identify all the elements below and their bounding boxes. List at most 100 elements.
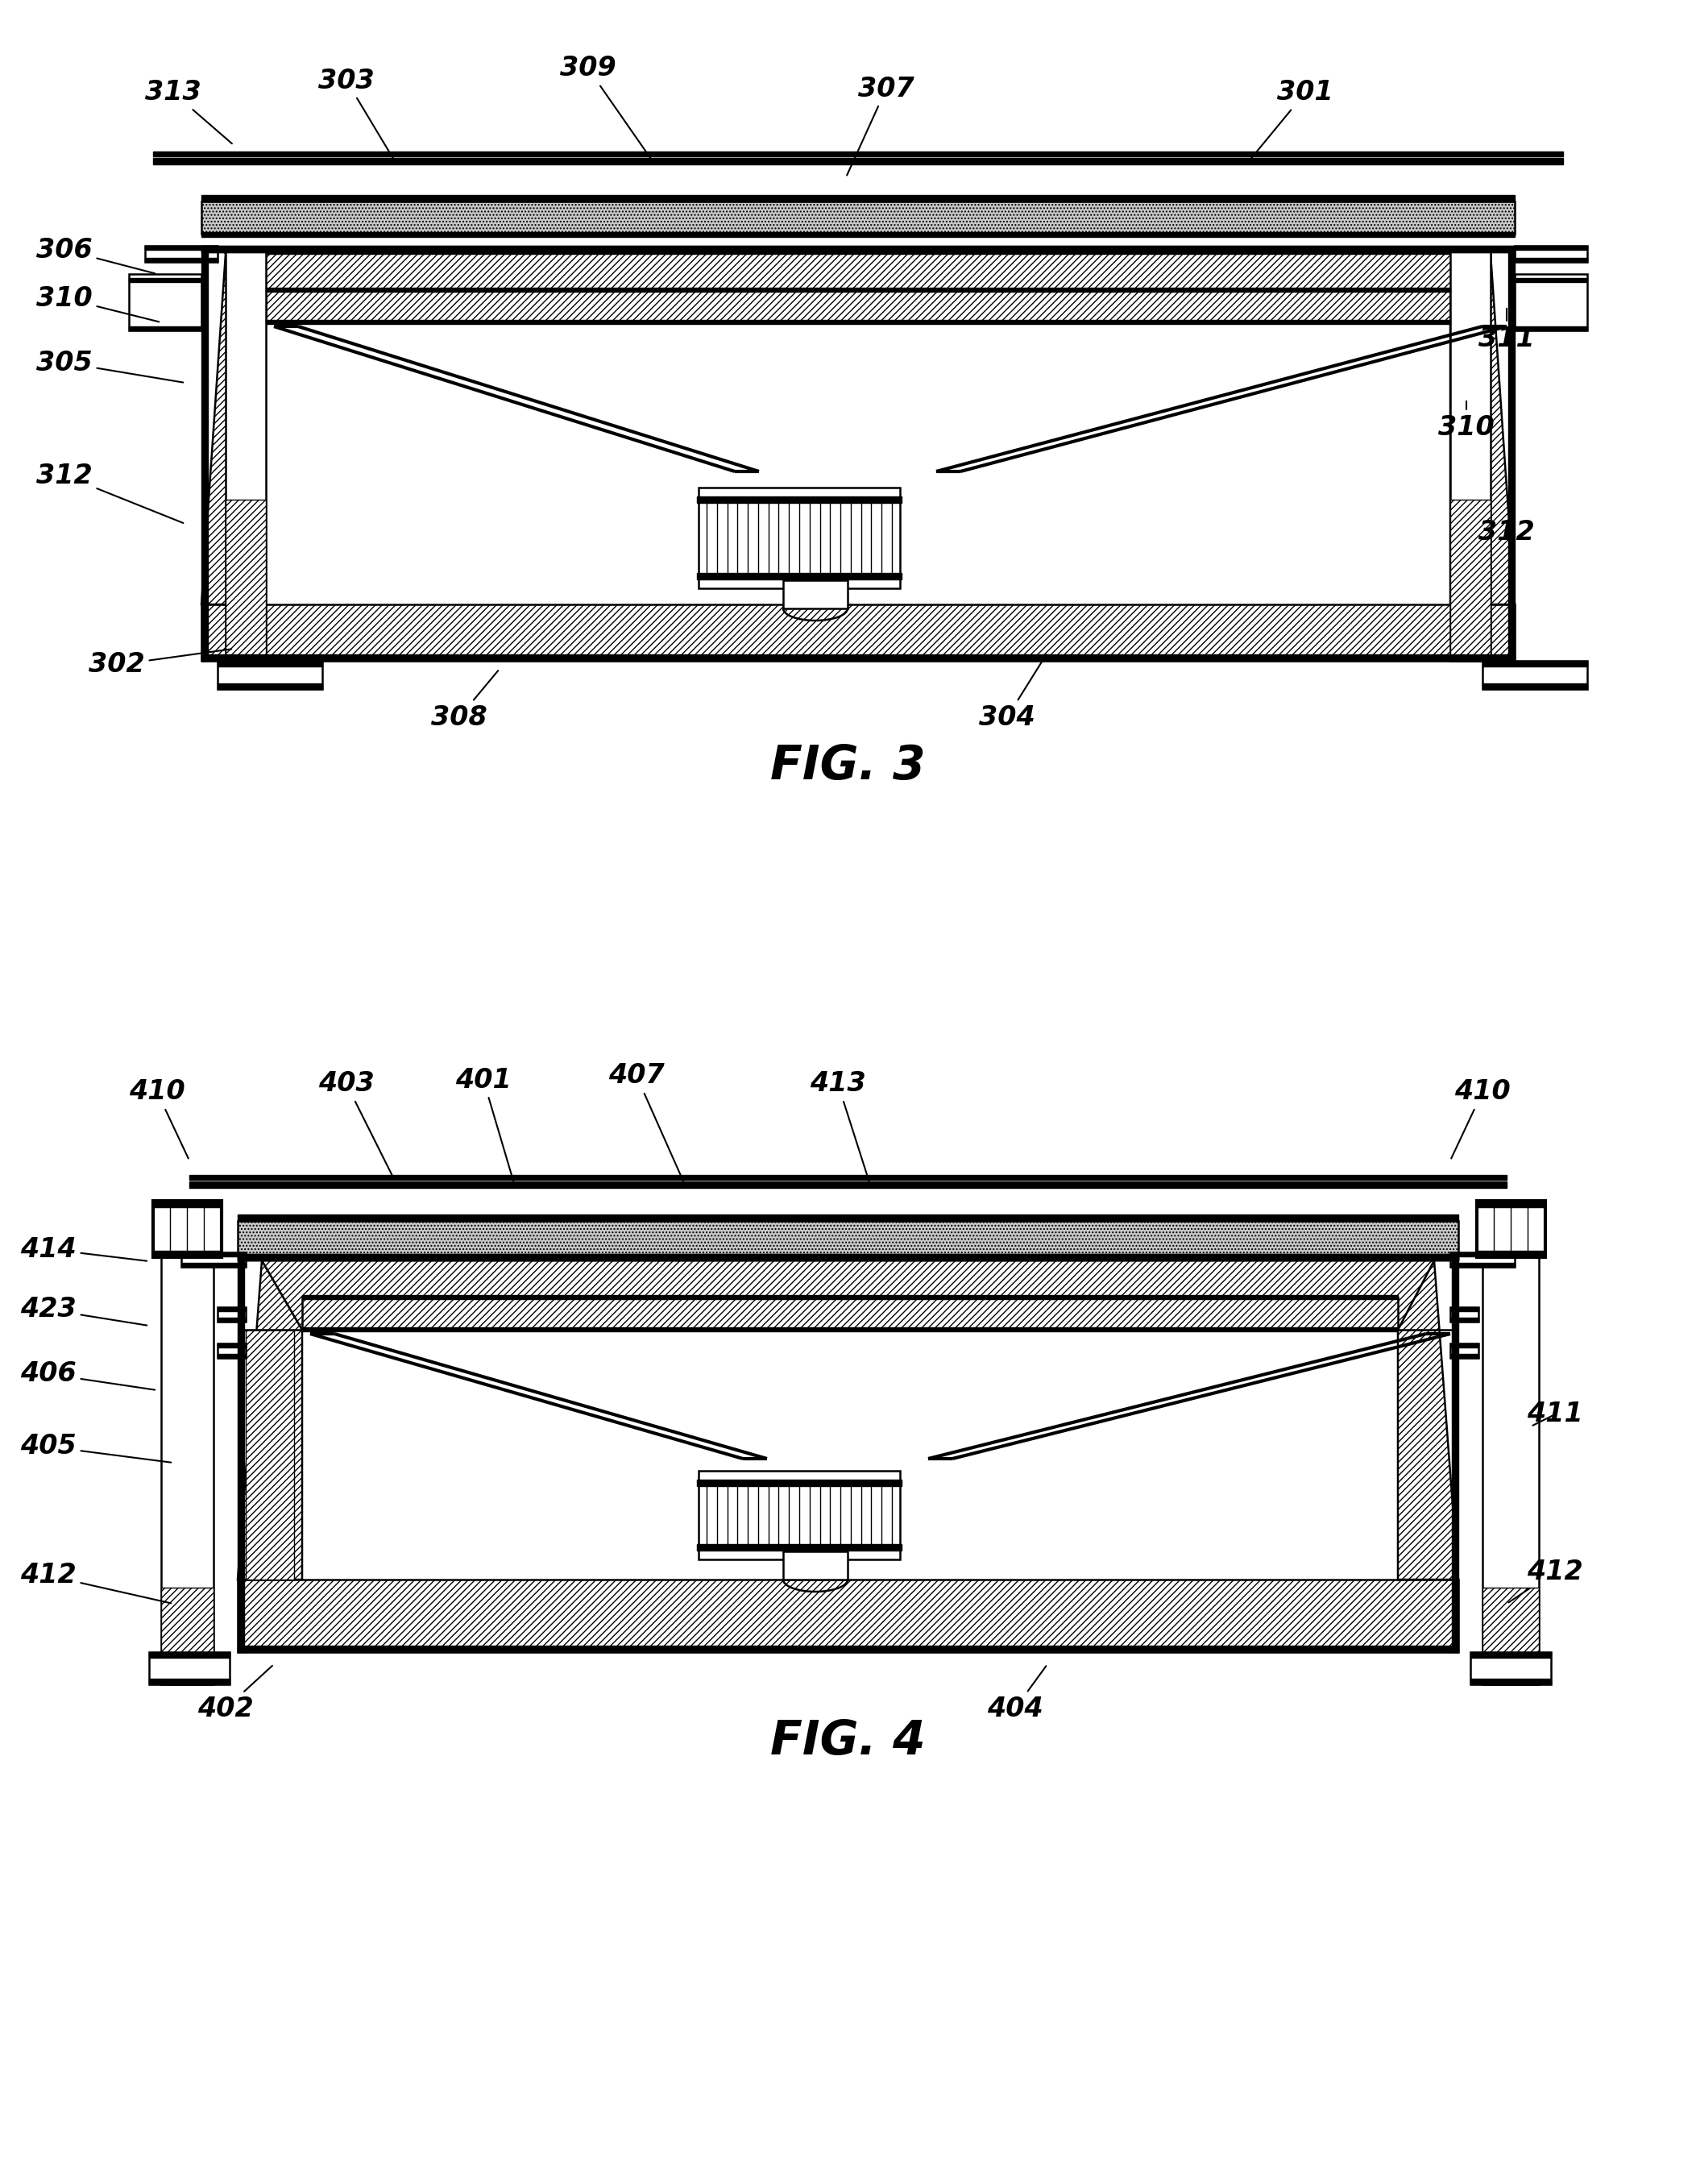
Bar bbox=[149, 1651, 229, 1658]
Bar bbox=[217, 1317, 246, 1321]
Bar bbox=[202, 201, 1515, 234]
Bar bbox=[302, 1297, 1398, 1330]
Text: 313: 313 bbox=[146, 79, 232, 144]
Bar bbox=[302, 1350, 1398, 1555]
Bar bbox=[153, 1251, 222, 1258]
Bar bbox=[153, 151, 1564, 157]
Bar bbox=[129, 273, 202, 330]
Text: 412: 412 bbox=[20, 1562, 171, 1603]
Text: 310: 310 bbox=[36, 284, 159, 321]
Bar bbox=[146, 247, 217, 262]
Bar bbox=[202, 247, 1515, 251]
Bar bbox=[217, 1308, 246, 1321]
Bar bbox=[161, 1588, 214, 1684]
Bar bbox=[266, 290, 1450, 323]
Text: 302: 302 bbox=[88, 649, 231, 679]
Bar bbox=[1482, 684, 1587, 688]
Bar bbox=[1450, 1317, 1479, 1321]
Bar bbox=[153, 1201, 222, 1208]
Bar bbox=[217, 662, 322, 688]
Bar bbox=[237, 1256, 1459, 1260]
Bar bbox=[266, 319, 1450, 323]
Polygon shape bbox=[237, 1260, 302, 1579]
Bar bbox=[1470, 1651, 1550, 1658]
Bar bbox=[226, 249, 266, 662]
Text: 423: 423 bbox=[20, 1297, 148, 1326]
Bar bbox=[202, 655, 1515, 662]
Bar bbox=[246, 1330, 293, 1579]
Bar bbox=[161, 1258, 214, 1684]
Bar bbox=[1450, 1251, 1515, 1256]
Bar bbox=[202, 232, 1515, 236]
Text: 403: 403 bbox=[319, 1070, 393, 1179]
Bar bbox=[1477, 1201, 1545, 1208]
Bar bbox=[1482, 1588, 1538, 1684]
Bar bbox=[1450, 1343, 1479, 1358]
Bar bbox=[146, 258, 217, 262]
Bar bbox=[697, 1479, 902, 1485]
Bar bbox=[237, 1214, 1459, 1221]
Bar bbox=[1470, 1679, 1550, 1684]
Bar bbox=[784, 1551, 848, 1579]
Polygon shape bbox=[1398, 1260, 1459, 1579]
Bar bbox=[202, 605, 1515, 662]
Bar bbox=[237, 1647, 1459, 1651]
Text: 312: 312 bbox=[36, 463, 183, 522]
Bar bbox=[237, 1579, 1459, 1651]
Bar bbox=[1450, 249, 1491, 662]
Bar bbox=[217, 1354, 246, 1358]
Bar bbox=[1515, 325, 1587, 330]
Text: 304: 304 bbox=[979, 655, 1046, 732]
Text: 306: 306 bbox=[36, 236, 154, 273]
Bar bbox=[1450, 500, 1491, 662]
Bar bbox=[266, 288, 1450, 293]
Bar bbox=[129, 277, 202, 282]
Text: 412: 412 bbox=[1508, 1557, 1582, 1603]
Polygon shape bbox=[202, 253, 266, 605]
Bar bbox=[1508, 249, 1515, 662]
Bar bbox=[217, 662, 322, 666]
Text: 301: 301 bbox=[1250, 79, 1333, 159]
Text: FIG. 3: FIG. 3 bbox=[770, 743, 926, 788]
Text: 305: 305 bbox=[36, 349, 183, 382]
Polygon shape bbox=[261, 1260, 1435, 1330]
Bar bbox=[149, 1651, 229, 1684]
Bar bbox=[237, 1221, 1459, 1258]
Bar bbox=[697, 496, 902, 502]
Polygon shape bbox=[226, 253, 1491, 323]
Bar bbox=[129, 325, 202, 330]
Bar bbox=[1515, 277, 1587, 282]
Bar bbox=[237, 1254, 1459, 1260]
Text: FIG. 4: FIG. 4 bbox=[770, 1719, 926, 1765]
Bar bbox=[202, 247, 1515, 251]
Bar bbox=[1515, 247, 1587, 249]
Bar bbox=[153, 157, 1564, 164]
Bar bbox=[1515, 273, 1587, 330]
Bar bbox=[181, 1251, 246, 1256]
Bar bbox=[146, 247, 217, 249]
Bar bbox=[302, 1295, 1398, 1299]
Bar bbox=[153, 1201, 222, 1258]
Text: 312: 312 bbox=[1479, 518, 1535, 546]
Bar bbox=[1482, 1258, 1538, 1684]
Text: 401: 401 bbox=[455, 1066, 516, 1186]
Bar bbox=[226, 500, 266, 662]
Text: 310: 310 bbox=[1438, 402, 1494, 441]
Bar bbox=[697, 572, 902, 579]
Bar bbox=[266, 347, 1450, 585]
Bar bbox=[190, 1182, 1506, 1188]
Text: 308: 308 bbox=[431, 670, 499, 732]
Bar bbox=[181, 1262, 246, 1267]
Bar bbox=[1450, 1262, 1515, 1267]
Text: 303: 303 bbox=[319, 68, 393, 159]
Text: 406: 406 bbox=[20, 1361, 154, 1389]
Text: 414: 414 bbox=[20, 1236, 148, 1262]
Bar bbox=[1515, 247, 1587, 262]
Bar bbox=[1450, 1343, 1479, 1348]
Bar bbox=[1450, 1251, 1515, 1267]
Text: 307: 307 bbox=[846, 76, 914, 175]
Bar bbox=[1482, 662, 1587, 688]
Bar bbox=[1515, 258, 1587, 262]
Text: 411: 411 bbox=[1526, 1402, 1582, 1428]
Bar bbox=[217, 684, 322, 688]
